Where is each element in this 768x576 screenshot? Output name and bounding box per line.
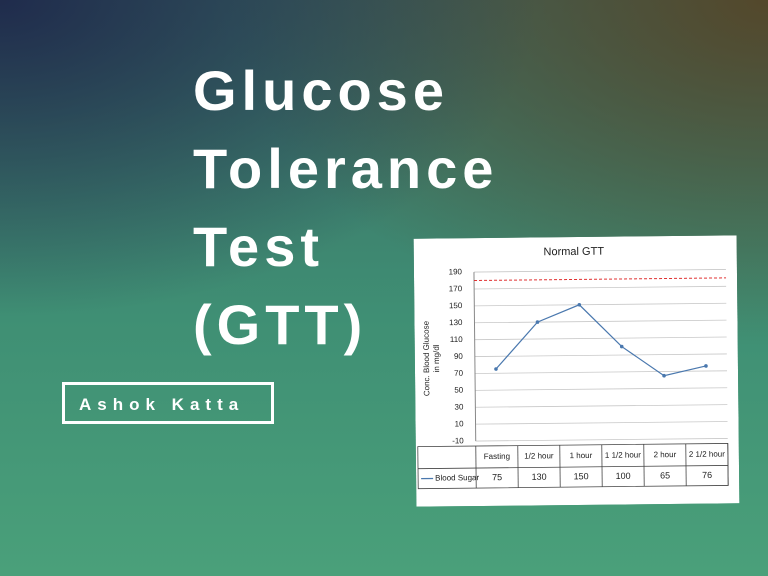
y-tick-label: 110 xyxy=(450,335,463,344)
title-line: Test xyxy=(193,215,324,278)
grid-line xyxy=(474,319,727,324)
point xyxy=(494,367,498,371)
chart: Normal GTT Conc. Blood Glucose in mg/dl … xyxy=(413,235,740,507)
y-tick-label: 70 xyxy=(454,369,464,378)
y-tick-label: 170 xyxy=(449,284,463,293)
series-line xyxy=(495,304,707,377)
y-tick-label: 150 xyxy=(449,301,463,310)
grid-line xyxy=(475,421,728,425)
point xyxy=(577,302,582,307)
y-tick-label: 130 xyxy=(449,318,463,327)
point xyxy=(619,344,624,349)
table-value: 76 xyxy=(702,470,712,480)
grid-line xyxy=(475,404,728,408)
x-tick-label: 2 1/2 hour xyxy=(689,450,725,459)
table-value: 75 xyxy=(492,472,502,482)
y-tick-label: 90 xyxy=(454,352,464,361)
author: Ashok Katta xyxy=(62,382,274,424)
point xyxy=(535,320,540,324)
grid-line xyxy=(473,269,726,273)
table-value: 130 xyxy=(532,472,547,482)
y-tick-label: 30 xyxy=(454,402,464,411)
y-axis-label: Conc. Blood Glucose xyxy=(422,320,432,396)
point xyxy=(662,373,666,378)
legend-label: Blood Sugar xyxy=(435,473,479,482)
table-value: 100 xyxy=(616,471,631,481)
grid-line xyxy=(474,302,727,307)
table-rule xyxy=(418,465,729,470)
x-tick-label: 1/2 hour xyxy=(524,451,554,460)
y-axis xyxy=(473,272,477,442)
y-tick-label: -10 xyxy=(452,436,464,445)
y-tick-label: 190 xyxy=(449,267,463,276)
x-tick-label: 2 hour xyxy=(653,450,676,459)
grid-line xyxy=(475,438,728,442)
grid-line xyxy=(474,336,727,341)
x-tick-label: 1 1/2 hour xyxy=(605,450,641,459)
y-axis-label: in mg/dl xyxy=(432,344,441,372)
table-value: 65 xyxy=(660,470,670,480)
table-value: 150 xyxy=(574,471,589,481)
chart-title: Normal GTT xyxy=(543,246,604,259)
title-line: Tolerance xyxy=(193,137,499,200)
y-tick-label: 10 xyxy=(455,419,465,428)
x-tick-label: Fasting xyxy=(484,452,510,461)
grid-line xyxy=(474,285,727,290)
y-tick-label: 50 xyxy=(454,386,464,395)
grid-line xyxy=(474,353,727,357)
title-line: Glucose xyxy=(193,59,449,122)
grid-line xyxy=(475,387,728,391)
x-tick-label: 1 hour xyxy=(569,451,592,460)
slide-title: Glucose Tolerance Test (GTT) xyxy=(193,52,498,364)
title-line: (GTT) xyxy=(193,293,368,356)
point xyxy=(704,364,708,368)
